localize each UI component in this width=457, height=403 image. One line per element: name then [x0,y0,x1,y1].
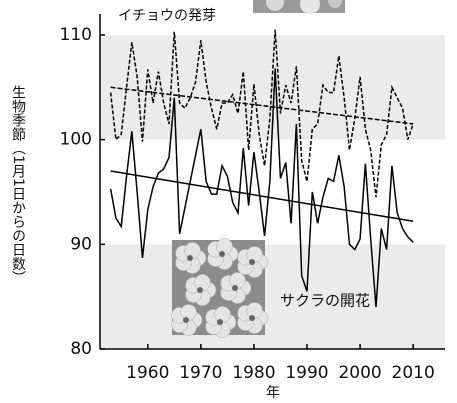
series-label: イチョウの発芽 [118,8,216,24]
x-tick-label: 2010 [392,363,435,383]
petal [194,274,211,291]
petal [246,246,263,263]
flower-center [249,315,255,321]
x-tick-label: 1980 [232,363,275,383]
trend-line [110,170,414,223]
petal [184,242,201,259]
flower-photo-top [253,0,345,14]
petal [229,272,246,289]
flower-center [197,287,203,293]
y-tick-label: 100 [60,130,92,150]
shaded-band [100,244,445,349]
x-tick-label: 1960 [126,363,169,383]
flower-center [183,317,189,323]
series-line [109,29,414,198]
petal [216,238,233,255]
y-tick-label: 90 [70,234,92,254]
flower-center [219,251,225,257]
trend-line [110,86,414,125]
flower-center [187,255,193,261]
petal [180,304,197,321]
petal [246,302,263,319]
flower-center [217,319,223,325]
flower-center [249,259,255,265]
x-tick-label: 2000 [338,363,381,383]
flower-photo [171,238,269,338]
x-axis-label: 年 [266,385,280,401]
y-tick-label: 110 [60,25,92,45]
series-line [109,68,414,308]
y-tick-label: 80 [70,339,92,359]
y-axis-label: 生物季節（1月1日からの日数） [10,85,26,285]
petal [214,306,231,323]
x-tick-label: 1990 [285,363,328,383]
x-tick-label: 1970 [179,363,222,383]
series-label: サクラの開花 [280,292,370,310]
flower-center [232,285,238,291]
